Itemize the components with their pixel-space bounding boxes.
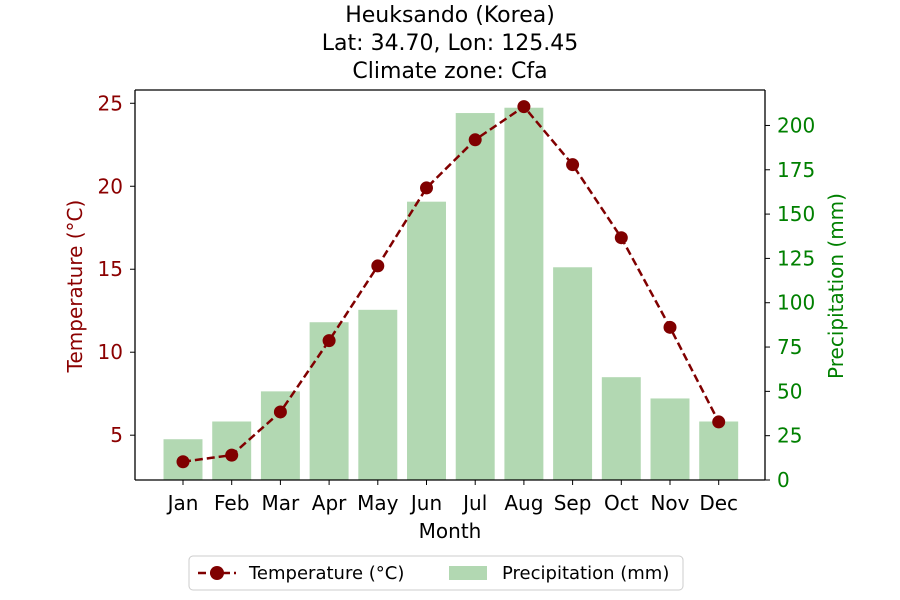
x-tick-label: Mar [262,491,301,515]
x-tick-label: Apr [312,491,347,515]
precipitation-bars [163,107,739,481]
left-y-tick-label: 10 [98,340,123,364]
temperature-point [273,405,287,419]
right-y-tick-label: 175 [777,158,815,182]
x-tick-label: Dec [699,491,738,515]
x-tick-label: Feb [214,491,249,515]
temperature-point [614,231,628,245]
x-axis-label: Month [419,519,482,543]
temperature-point [663,320,677,334]
temperature-line [176,100,726,469]
right-y-axis-ticks: 0 25 50 75 100 125 150 175 200 [765,113,815,492]
x-tick-label: Jan [166,491,199,515]
left-y-tick-label: 20 [98,174,123,198]
temperature-point [322,334,336,348]
right-y-tick-label: 75 [777,335,802,359]
chart-title: Heuksando (Korea) Lat: 34.70, Lon: 125.45… [322,3,578,84]
legend-frame [188,555,684,591]
precipitation-bar [455,113,495,480]
precipitation-bar [601,377,641,480]
right-y-tick-label: 125 [777,246,815,270]
x-tick-label: Nov [650,491,689,515]
left-y-tick-label: 25 [98,91,123,115]
temperature-point [566,158,580,172]
precipitation-bar [309,322,349,480]
temperature-point [712,415,726,429]
right-y-tick-label: 25 [777,424,802,448]
legend-temperature-label: Temperature (°C) [248,563,404,584]
right-y-tick-label: 150 [777,202,815,226]
precipitation-bar [553,267,593,480]
temperature-point [517,100,531,114]
right-y-tick-label: 50 [777,379,802,403]
precipitation-bar [407,201,446,480]
legend-temperature-marker-icon [210,566,224,580]
x-tick-label: Oct [604,491,639,515]
precipitation-bar [699,421,739,480]
legend: Temperature (°C) Precipitation (mm) [188,555,684,591]
x-axis-ticks: Jan Feb Mar Apr May Jun Jul Aug Sep Oct Nov Dec [166,480,738,515]
temperature-series-line [182,104,720,463]
x-tick-label: May [357,491,399,515]
x-tick-label: Sep [554,491,592,515]
precipitation-bar [260,391,300,480]
precipitation-bar [650,398,690,480]
temperature-point [468,133,482,147]
right-y-tick-label: 100 [777,291,815,315]
legend-precipitation-swatch-icon [449,566,487,580]
legend-precipitation-label: Precipitation (mm) [502,563,669,584]
left-y-axis-ticks: 5 10 15 20 25 [98,91,135,447]
left-y-tick-label: 15 [98,257,123,281]
right-y-tick-label: 200 [777,113,815,137]
chart-title-line: Lat: 34.70, Lon: 125.45 [322,31,578,56]
left-y-axis-label: Temperature (°C) [63,200,87,374]
chart-title-line: Climate zone: Cfa [352,59,547,84]
chart-title-line: Heuksando (Korea) [345,3,555,28]
left-y-tick-label: 5 [110,423,123,447]
precipitation-bar [504,107,544,481]
right-y-axis-label: Precipitation (mm) [824,193,848,379]
axes [134,89,766,481]
x-tick-label: Jun [409,491,442,515]
precipitation-bar [358,309,398,480]
x-tick-label: Jul [461,491,487,515]
x-tick-label: Aug [504,491,543,515]
temperature-point [225,448,239,462]
temperature-point [176,455,190,469]
temperature-point [420,181,433,195]
temperature-point [371,259,385,273]
right-y-tick-label: 0 [777,468,790,492]
